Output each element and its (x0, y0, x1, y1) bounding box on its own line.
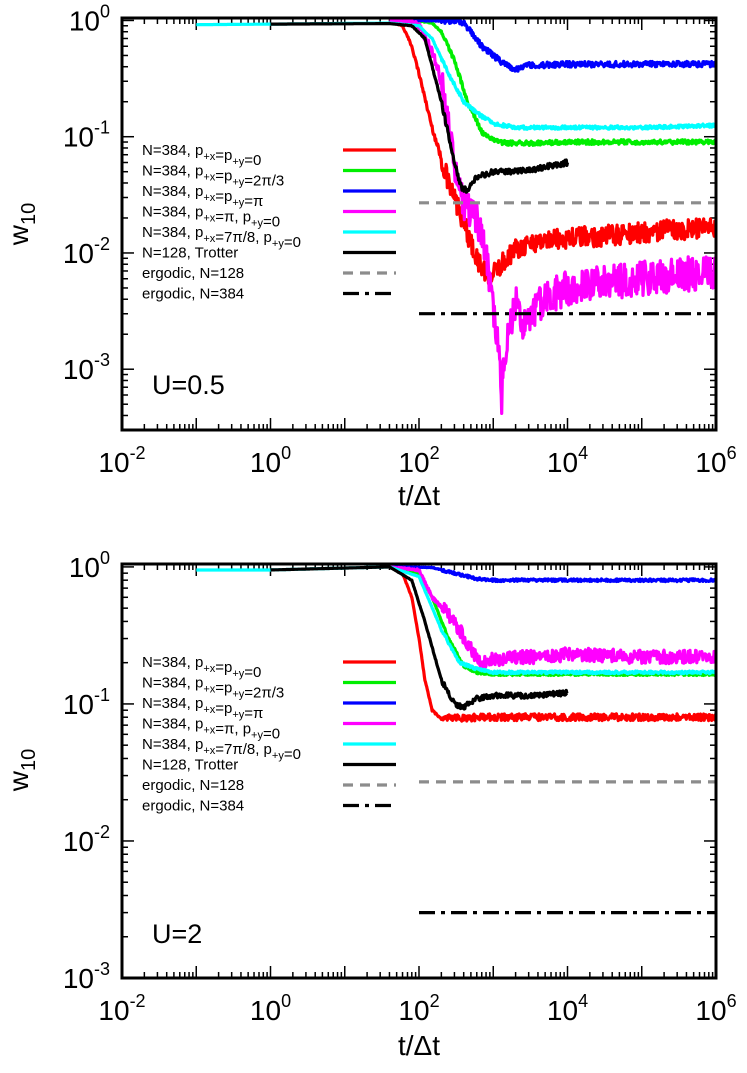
x-tick-label: 106 (695, 443, 736, 478)
y-tick-label: 10-1 (63, 685, 110, 720)
legend-label-s2: N=384, p+x=p+y=2π/3 (142, 675, 284, 702)
y-tick-label: 100 (69, 548, 110, 583)
legend-label-s8: ergodic, N=384 (142, 286, 244, 303)
x-tick-label: 10-2 (98, 443, 145, 478)
legend-label-s7: ergodic, N=128 (142, 265, 244, 282)
y-tick-label: 10-1 (63, 118, 110, 153)
x-axis-title: t/Δt (398, 480, 440, 511)
series-line-s5 (195, 21, 716, 131)
x-tick-label: 102 (398, 991, 439, 1026)
panel-annotation: U=0.5 (152, 370, 225, 400)
x-tick-label: 104 (547, 991, 588, 1026)
x-tick-label: 106 (695, 991, 736, 1026)
legend-label-s6: N=128, Trotter (142, 245, 238, 262)
series-line-s2 (388, 18, 716, 147)
series-lines (195, 565, 716, 915)
y-tick-label: 10-3 (63, 959, 110, 994)
plot-frame (120, 16, 718, 432)
y-axis-title: w10 (3, 749, 40, 792)
legend-label-s5: N=384, p+x=7π/8, p+y=0 (142, 224, 301, 251)
legend-label-s1: N=384, p+x=p+y=0 (142, 654, 261, 681)
panel-top: 10-2 100 102 104 106 10-3 10-2 10-1 100 t/Δt w10 N=… (3, 1, 737, 511)
plot-frame (120, 562, 718, 980)
y-tick-label: 10-2 (63, 234, 110, 269)
legend-label-s8: ergodic, N=384 (142, 798, 244, 815)
legend-label-s2: N=384, p+x=p+y=2π/3 (142, 163, 284, 190)
y-tick-label: 10-3 (63, 350, 110, 385)
legend-label-s6: N=128, Trotter (142, 757, 238, 774)
x-tick-label: 100 (250, 991, 291, 1026)
x-tick-label: 102 (398, 443, 439, 478)
series-line-s4 (388, 565, 716, 671)
legend-label-s4: N=384, p+x=π, p+y=0 (142, 716, 280, 743)
legend-label-s7: ergodic, N=128 (142, 777, 244, 794)
x-axis-title: t/Δt (398, 1030, 440, 1061)
y-tick-label: 100 (69, 1, 110, 36)
series-line-s4 (388, 18, 716, 415)
series-line-s1 (388, 19, 716, 285)
legend-label-s3: N=384, p+x=p+y=π (142, 695, 263, 722)
series-line-s6 (269, 565, 569, 711)
legend-label-s1: N=384, p+x=p+y=0 (142, 142, 261, 169)
y-axis-title: w10 (3, 203, 40, 246)
x-tick-label: 10-2 (98, 991, 145, 1026)
series-line-s6 (269, 22, 570, 194)
series-line-s1 (388, 565, 716, 723)
x-tick-label: 100 (250, 443, 291, 478)
panel-annotation: U=2 (152, 919, 202, 949)
legend: N=384, p+x=p+y=0N=384, p+x=p+y=2π/3N=384… (142, 654, 396, 815)
y-tick-label: 10-2 (63, 822, 110, 857)
series-line-s3 (388, 18, 716, 73)
x-tick-label: 104 (547, 443, 588, 478)
legend-label-s4: N=384, p+x=π, p+y=0 (142, 204, 280, 231)
legend: N=384, p+x=p+y=0N=384, p+x=p+y=2π/3N=384… (142, 142, 396, 303)
series-line-s3 (388, 565, 716, 584)
legend-label-s3: N=384, p+x=p+y=π (142, 183, 263, 210)
panel-bottom: 10-2 100 102 104 10610-310-210-1100t/Δtw10N=… (3, 548, 737, 1061)
legend-label-s5: N=384, p+x=7π/8, p+y=0 (142, 736, 301, 763)
